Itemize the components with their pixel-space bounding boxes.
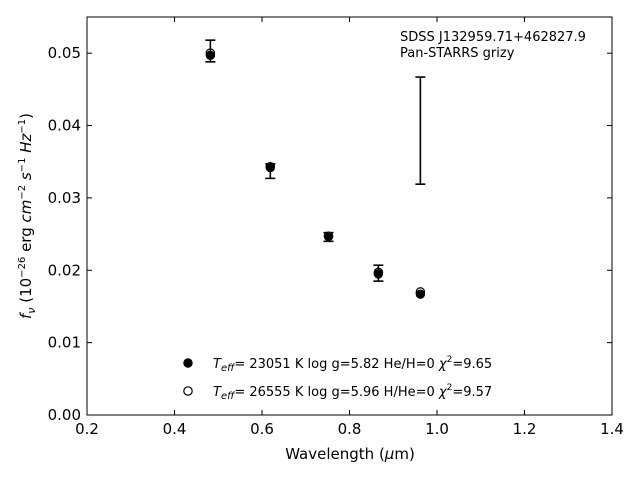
x-tick-label: 0.2: [75, 420, 99, 438]
annotation-survey: Pan-STARRS grizy: [400, 46, 515, 61]
x-tick-label: 1.4: [600, 420, 624, 438]
x-tick-label: 1.2: [513, 420, 537, 438]
plot-area: [86, 16, 613, 416]
data-points: [205, 48, 426, 299]
y-tick-label: 0.01: [48, 334, 81, 352]
y-tick-label: 0.02: [48, 261, 81, 279]
y-tick-label: 0.00: [48, 406, 81, 424]
x-tick-label: 0.6: [250, 420, 274, 438]
model-point-open: [265, 161, 276, 172]
y-tick-label: 0.05: [48, 44, 81, 62]
legend-marker-open: [183, 386, 193, 396]
y-axis-label: fν (10−26 erg cm−2 s−1 Hz−1): [17, 113, 38, 319]
y-tick-label: 0.04: [48, 117, 81, 135]
y-tick-label: 0.03: [48, 189, 81, 207]
model-point-open: [323, 231, 334, 242]
x-tick-label: 1.0: [425, 420, 449, 438]
x-axis-label: Wavelength (μm): [285, 445, 415, 463]
annotation-object-name: SDSS J132959.71+462827.9: [400, 30, 586, 45]
x-tick-label: 0.4: [163, 420, 187, 438]
x-tick-label: 0.8: [338, 420, 362, 438]
legend-entry-2: Teff= 26555 K log g=5.96 H/He=0 χ2=9.57: [213, 383, 492, 402]
model-point-open: [373, 267, 384, 278]
legend: Teff= 23051 K log g=5.82 He/H=0 χ2=9.65 …: [183, 355, 492, 402]
model-point-open: [415, 287, 426, 297]
legend-entry-1: Teff= 23051 K log g=5.82 He/H=0 χ2=9.65: [213, 355, 492, 374]
plot-frame: [86, 16, 613, 416]
axis-ticks: 0.2 0.4 0.6 0.8 1.0 1.2 1.4 0.00 0.01 0.02 0.03 0.0…: [48, 17, 624, 438]
model-point-open: [205, 48, 216, 58]
legend-marker-filled: [183, 358, 193, 368]
error-bars: [205, 39, 426, 282]
